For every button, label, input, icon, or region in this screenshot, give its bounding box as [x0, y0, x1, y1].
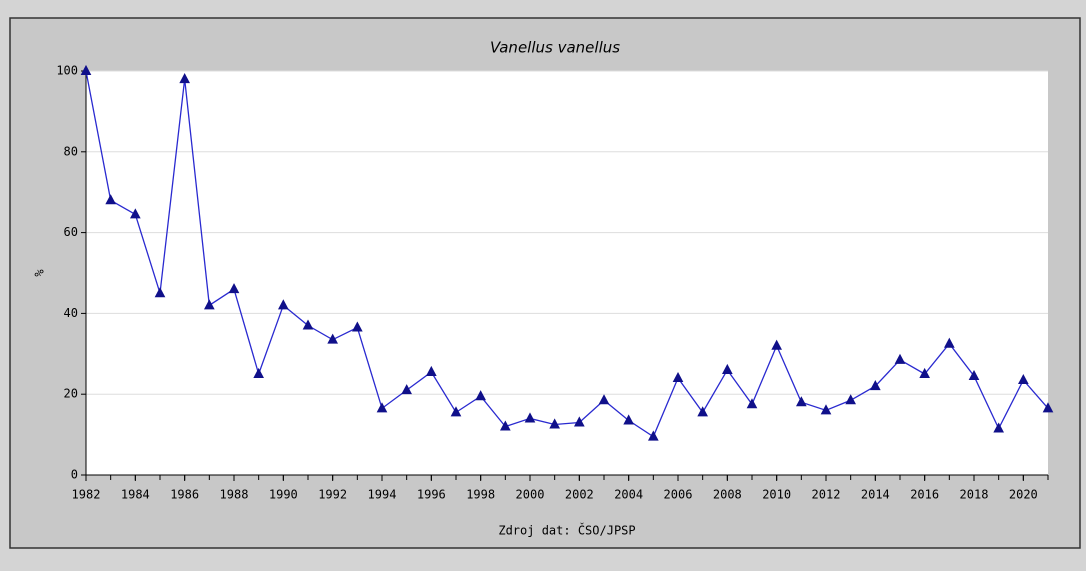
point-marker [204, 299, 215, 310]
x-tick-label: 1996 [417, 488, 446, 502]
point-marker [179, 73, 190, 84]
point-marker [500, 420, 511, 431]
y-tick-label: 20 [64, 387, 78, 401]
point-marker [105, 194, 116, 205]
point-marker [993, 422, 1005, 433]
x-tick-label: 2020 [1009, 488, 1038, 502]
x-tick-label: 2016 [910, 488, 939, 502]
point-marker [944, 337, 955, 348]
y-tick-label: 60 [64, 225, 78, 239]
point-marker [771, 339, 782, 350]
x-tick-label: 1994 [368, 488, 397, 502]
x-tick-label: 2006 [664, 488, 693, 502]
point-marker [253, 367, 264, 378]
point-marker [352, 321, 363, 332]
y-tick-label: 0 [71, 468, 78, 482]
point-marker [524, 412, 536, 423]
y-axis-label: % [33, 269, 47, 277]
series-line [85, 70, 1049, 438]
point-marker [574, 416, 585, 427]
point-marker [820, 404, 832, 415]
point-marker [722, 363, 733, 374]
point-marker [968, 369, 980, 381]
point-marker [648, 430, 659, 441]
x-tick-label: 1998 [466, 488, 495, 502]
x-tick-label: 2018 [960, 488, 989, 502]
x-tick-label: 2008 [713, 488, 742, 502]
point-marker [623, 414, 634, 425]
point-marker [475, 390, 486, 401]
point-marker [278, 299, 289, 310]
x-tick-label: 2012 [812, 488, 841, 502]
point-marker [1017, 373, 1029, 385]
y-tick-label: 80 [64, 144, 78, 158]
point-marker [1042, 402, 1054, 413]
plot-area [86, 71, 1048, 475]
point-marker [672, 371, 684, 383]
x-tick-label: 2014 [861, 488, 890, 502]
point-marker [796, 396, 807, 407]
point-marker [450, 406, 462, 417]
x-tick-label: 2000 [516, 488, 545, 502]
point-marker [919, 367, 930, 378]
chart-title: Vanellus vanellus [490, 39, 620, 57]
point-marker [426, 365, 437, 376]
point-marker [894, 353, 906, 364]
point-marker [870, 380, 881, 391]
point-marker [697, 406, 708, 417]
point-marker [80, 64, 92, 75]
x-tick-label: 2010 [762, 488, 791, 502]
point-marker [154, 287, 166, 298]
point-marker [302, 319, 314, 330]
point-marker [327, 333, 338, 344]
point-marker [746, 398, 758, 409]
x-tick-label: 2002 [565, 488, 594, 502]
y-tick-label: 100 [56, 64, 78, 78]
point-marker [130, 208, 141, 219]
point-marker [228, 283, 240, 294]
source-note: Zdroj dat: ČSO/JPSP [498, 523, 635, 538]
x-tick-label: 1986 [170, 488, 199, 502]
point-marker [376, 402, 388, 413]
x-tick-label: 1992 [318, 488, 347, 502]
y-tick-label: 40 [64, 306, 78, 320]
point-marker [401, 384, 412, 395]
x-tick-label: 1982 [72, 488, 101, 502]
point-marker [598, 394, 610, 405]
point-marker [549, 418, 560, 429]
x-tick-label: 1984 [121, 488, 150, 502]
x-tick-label: 1990 [269, 488, 298, 502]
x-tick-label: 2004 [614, 488, 643, 502]
point-marker [845, 394, 856, 405]
x-tick-label: 1988 [220, 488, 249, 502]
